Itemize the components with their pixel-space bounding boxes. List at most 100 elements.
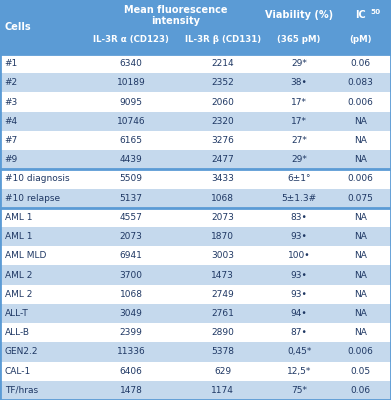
Text: 10746: 10746 [117,117,145,126]
Text: 1068: 1068 [212,194,234,203]
Text: (365 pM): (365 pM) [278,35,321,44]
Text: 5±1.3#: 5±1.3# [282,194,317,203]
Text: Cells: Cells [5,22,31,32]
Text: 1473: 1473 [212,270,234,280]
Text: #3: #3 [5,98,18,106]
Text: 10189: 10189 [117,78,145,87]
Text: #1: #1 [5,59,18,68]
Text: 93•: 93• [291,232,308,241]
Text: 2073: 2073 [212,213,234,222]
Text: CAL-1: CAL-1 [5,367,31,376]
Text: 93•: 93• [291,270,308,280]
Text: 2320: 2320 [212,117,234,126]
Text: 3700: 3700 [120,270,142,280]
Text: Viability (%): Viability (%) [265,10,333,20]
Text: 17*: 17* [291,117,307,126]
Text: NA: NA [354,270,367,280]
Text: 83•: 83• [291,213,308,222]
Text: 3276: 3276 [212,136,234,145]
Text: 1478: 1478 [120,386,142,395]
Text: 6406: 6406 [120,367,142,376]
Text: 9095: 9095 [120,98,142,106]
Text: 3049: 3049 [120,309,142,318]
Text: 2060: 2060 [212,98,234,106]
Bar [0,246,391,266]
Text: 0,45*: 0,45* [287,348,311,356]
Text: 6±1°: 6±1° [287,174,311,184]
Text: 2890: 2890 [212,328,234,337]
Bar [0,54,391,73]
Text: ALL-B: ALL-B [5,328,30,337]
Text: 100•: 100• [288,251,310,260]
Text: 29*: 29* [291,59,307,68]
Text: NA: NA [354,117,367,126]
Bar [0,169,391,188]
Bar [0,150,391,169]
Text: #4: #4 [5,117,18,126]
Bar [0,208,391,227]
Text: 3433: 3433 [212,174,234,184]
Text: 0.006: 0.006 [348,348,374,356]
Text: ALL-T: ALL-T [5,309,29,318]
Text: #2: #2 [5,78,18,87]
Text: 93•: 93• [291,290,308,299]
Text: 4557: 4557 [120,213,142,222]
Text: NA: NA [354,136,367,145]
Text: 0.006: 0.006 [348,98,374,106]
Text: 29*: 29* [291,155,307,164]
Text: 629: 629 [214,367,231,376]
Text: NA: NA [354,232,367,241]
Bar [0,266,391,285]
Text: #10 relapse: #10 relapse [5,194,60,203]
Text: 2477: 2477 [212,155,234,164]
Bar [0,188,391,208]
Text: 50: 50 [371,9,380,15]
Text: 1870: 1870 [212,232,234,241]
Text: 5378: 5378 [212,348,234,356]
Text: 5509: 5509 [120,174,142,184]
Text: Mean fluorescence: Mean fluorescence [124,5,228,15]
Text: 0.06: 0.06 [351,59,371,68]
Text: intensity: intensity [151,16,201,26]
Text: NA: NA [354,155,367,164]
Text: 11336: 11336 [117,348,145,356]
Bar [0,362,391,381]
Text: 0.06: 0.06 [351,386,371,395]
Text: (pM): (pM) [350,35,372,44]
Bar [0,112,391,131]
Text: 27*: 27* [291,136,307,145]
Text: 94•: 94• [291,309,307,318]
Text: 1174: 1174 [212,386,234,395]
Text: 4439: 4439 [120,155,142,164]
Text: IC: IC [355,10,366,20]
Text: 38•: 38• [291,78,308,87]
Text: 0.006: 0.006 [348,174,374,184]
Text: 5137: 5137 [120,194,142,203]
Text: 3003: 3003 [212,251,234,260]
Text: 2214: 2214 [212,59,234,68]
Text: NA: NA [354,290,367,299]
Text: GEN2.2: GEN2.2 [5,348,38,356]
Text: 6340: 6340 [120,59,142,68]
Text: AML 2: AML 2 [5,290,32,299]
Text: NA: NA [354,251,367,260]
Bar [0,92,391,112]
Bar [0,0,391,54]
Text: AML 1: AML 1 [5,232,32,241]
Bar [0,304,391,323]
Text: 2352: 2352 [212,78,234,87]
Text: AML 2: AML 2 [5,270,32,280]
Text: TF/hras: TF/hras [5,386,38,395]
Text: 87•: 87• [291,328,308,337]
Text: 2073: 2073 [120,232,142,241]
Text: AML 1: AML 1 [5,213,32,222]
Text: 0.075: 0.075 [348,194,374,203]
Text: 2761: 2761 [212,309,234,318]
Text: AML MLD: AML MLD [5,251,46,260]
Bar [0,323,391,342]
Bar [0,285,391,304]
Text: #9: #9 [5,155,18,164]
Text: IL-3R α (CD123): IL-3R α (CD123) [93,35,169,44]
Text: 12,5*: 12,5* [287,367,311,376]
Text: 1068: 1068 [120,290,142,299]
